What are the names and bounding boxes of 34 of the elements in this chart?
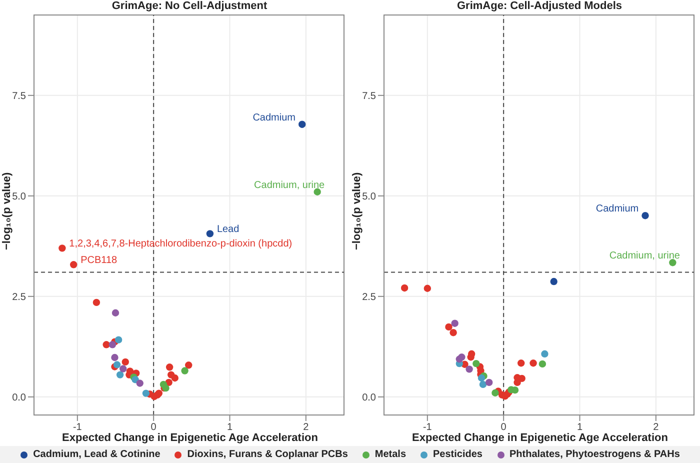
annotation: Cadmium, urine — [609, 250, 680, 262]
annotation: Lead — [216, 224, 240, 236]
annotation: Cadmium, urine — [254, 180, 326, 191]
annotation: Cadmium — [252, 112, 296, 124]
y-tick-label: 7.5 — [362, 90, 376, 102]
x-axis-title: Expected Change in Epigenetic Age Acceleration — [411, 432, 669, 444]
x-tick-label: 2 — [653, 422, 660, 434]
x-tick-label: 2 — [303, 422, 310, 434]
legend-label: Metals — [374, 449, 406, 460]
y-axis-title: −log₁₀(p value) — [0, 172, 13, 250]
x-tick-label: -1 — [422, 422, 432, 434]
annotation: 1,2,3,4,6,7,8-Heptachlorodibenzo-p-dioxin (hpcdd) — [69, 238, 292, 250]
y-tick-label: 2.5 — [362, 292, 376, 303]
chart-title: GrimAge: No Cell-Adjustment — [110, 0, 268, 12]
annotation: Cadmium — [596, 204, 639, 215]
y-tick-label: 0.0 — [362, 392, 376, 404]
y-tick-label: 5.0 — [12, 191, 26, 202]
x-tick-label: 1 — [226, 422, 233, 434]
legend-label: Cadmium, Lead & Cotinine — [32, 449, 160, 460]
legend-label: Dioxins, Furans & Coplanar PCBs — [186, 449, 348, 460]
legend-label: Pesticides — [432, 449, 482, 460]
x-tick-label: 0 — [150, 422, 157, 434]
chart-title: GrimAge: Cell-Adjusted Models — [456, 0, 624, 12]
x-tick-label: 1 — [576, 422, 583, 434]
y-tick-label: 7.5 — [12, 90, 26, 102]
x-tick-label: -1 — [72, 422, 82, 434]
y-tick-label: 0.0 — [12, 392, 26, 404]
y-tick-label: 2.5 — [12, 292, 26, 303]
legend-label: Phthalates, Phytoestrogens & PAHs — [508, 449, 680, 460]
x-axis-title: Expected Change in Epigenetic Age Acceleration — [61, 432, 319, 444]
y-axis-title: −log₁₀(p value) — [350, 172, 363, 250]
x-tick-label: 0 — [500, 422, 507, 434]
annotation: PCB118 — [80, 255, 118, 266]
y-tick-label: 5.0 — [362, 191, 376, 202]
